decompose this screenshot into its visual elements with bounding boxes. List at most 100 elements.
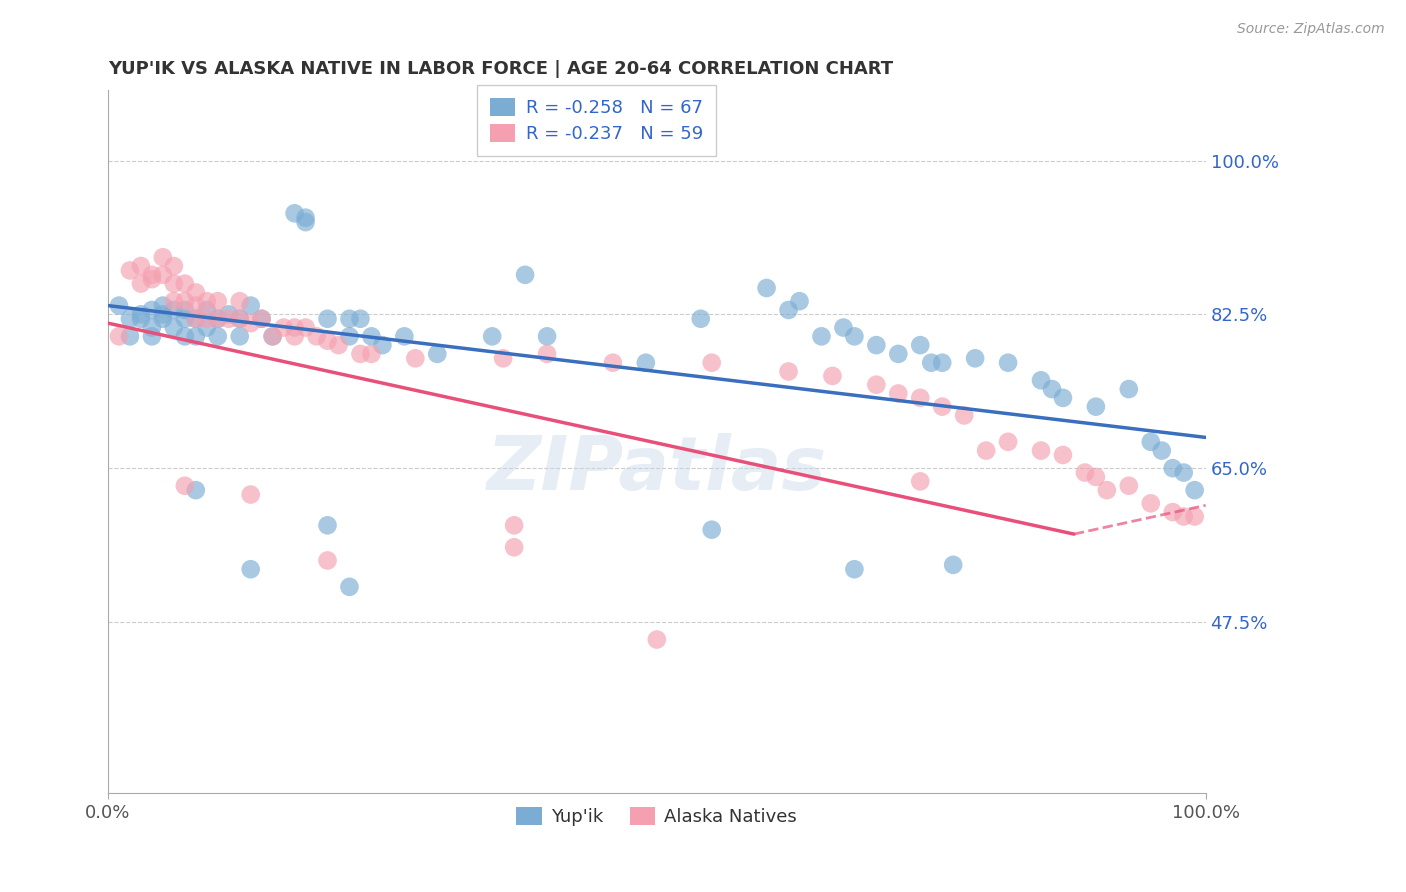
Point: [239, 316, 262, 330]
Point: [360, 329, 382, 343]
Point: [141, 272, 163, 286]
Point: [1139, 496, 1161, 510]
Point: [339, 329, 361, 343]
Point: [536, 347, 558, 361]
Point: [239, 299, 262, 313]
Point: [173, 303, 195, 318]
Point: [1084, 400, 1107, 414]
Point: [163, 277, 186, 291]
Point: [129, 277, 152, 291]
Point: [931, 356, 953, 370]
Point: [1052, 391, 1074, 405]
Point: [173, 311, 195, 326]
Point: [294, 211, 316, 225]
Point: [207, 311, 229, 326]
Point: [1040, 382, 1063, 396]
Point: [184, 299, 207, 313]
Point: [316, 553, 339, 567]
Point: [294, 320, 316, 334]
Point: [218, 307, 240, 321]
Point: [163, 303, 186, 318]
Point: [284, 206, 307, 220]
Point: [503, 518, 526, 533]
Point: [316, 334, 339, 348]
Point: [152, 250, 174, 264]
Point: [184, 329, 207, 343]
Point: [1029, 443, 1052, 458]
Point: [426, 347, 449, 361]
Point: [887, 347, 910, 361]
Point: [228, 311, 250, 326]
Point: [778, 303, 800, 318]
Point: [273, 320, 295, 334]
Point: [1173, 509, 1195, 524]
Point: [207, 329, 229, 343]
Point: [141, 329, 163, 343]
Point: [284, 329, 307, 343]
Point: [184, 483, 207, 497]
Point: [1139, 434, 1161, 449]
Point: [974, 443, 997, 458]
Point: [239, 487, 262, 501]
Point: [328, 338, 350, 352]
Point: [316, 311, 339, 326]
Point: [910, 338, 932, 352]
Point: [700, 356, 723, 370]
Point: [349, 347, 371, 361]
Point: [108, 329, 131, 343]
Point: [920, 356, 942, 370]
Point: [118, 263, 141, 277]
Point: [173, 277, 195, 291]
Point: [789, 294, 811, 309]
Point: [1184, 509, 1206, 524]
Point: [349, 311, 371, 326]
Point: [218, 311, 240, 326]
Point: [173, 294, 195, 309]
Point: [184, 285, 207, 300]
Point: [184, 311, 207, 326]
Point: [1029, 373, 1052, 387]
Point: [173, 479, 195, 493]
Point: [195, 311, 218, 326]
Point: [250, 311, 273, 326]
Point: [910, 391, 932, 405]
Point: [108, 299, 131, 313]
Point: [821, 368, 844, 383]
Point: [152, 268, 174, 282]
Point: [1184, 483, 1206, 497]
Point: [492, 351, 515, 366]
Point: [865, 338, 887, 352]
Point: [195, 294, 218, 309]
Point: [942, 558, 965, 572]
Point: [997, 434, 1019, 449]
Point: [339, 311, 361, 326]
Point: [1150, 443, 1173, 458]
Point: [865, 377, 887, 392]
Point: [339, 580, 361, 594]
Point: [163, 320, 186, 334]
Point: [755, 281, 778, 295]
Point: [152, 299, 174, 313]
Point: [305, 329, 328, 343]
Point: [195, 320, 218, 334]
Point: [536, 329, 558, 343]
Point: [141, 320, 163, 334]
Point: [965, 351, 987, 366]
Point: [689, 311, 711, 326]
Point: [228, 311, 250, 326]
Point: [228, 294, 250, 309]
Point: [163, 259, 186, 273]
Point: [778, 364, 800, 378]
Point: [1161, 505, 1184, 519]
Legend: Yup'ik, Alaska Natives: Yup'ik, Alaska Natives: [509, 800, 804, 833]
Point: [931, 400, 953, 414]
Point: [645, 632, 668, 647]
Point: [152, 307, 174, 321]
Point: [118, 311, 141, 326]
Point: [1161, 461, 1184, 475]
Point: [294, 215, 316, 229]
Point: [163, 294, 186, 309]
Point: [602, 356, 624, 370]
Point: [195, 303, 218, 318]
Point: [184, 311, 207, 326]
